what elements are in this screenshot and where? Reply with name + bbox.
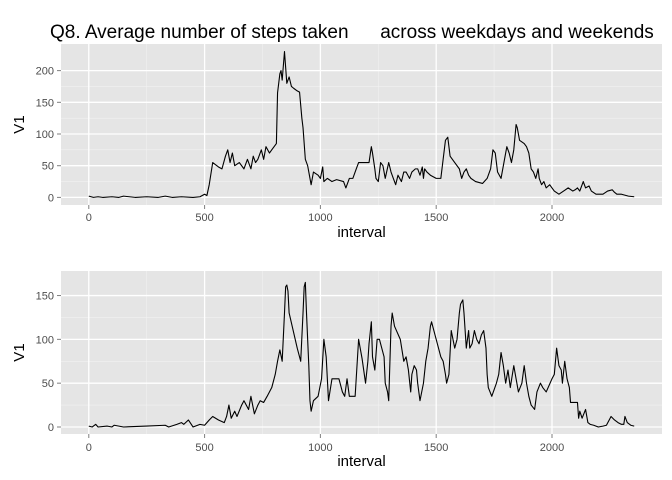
y-tick-label: 200 — [36, 66, 54, 78]
y-tick-label: 0 — [48, 192, 54, 204]
y-axis-label: V1 — [11, 343, 28, 361]
y-tick-label: 100 — [36, 334, 54, 346]
x-axis-label: interval — [337, 453, 385, 470]
x-tick-label: 1000 — [308, 442, 332, 454]
x-axis-label: interval — [337, 224, 385, 241]
x-tick-label: 1000 — [308, 212, 332, 224]
y-tick-label: 150 — [36, 291, 54, 303]
x-tick-label: 2000 — [540, 212, 564, 224]
series-line — [88, 281, 635, 428]
panel-weekdays: 0 500 1000 1500 2000 0 50 100 150 200 interval V1 — [11, 44, 662, 241]
y-tick-label: 50 — [42, 161, 54, 173]
panel-weekends: 0 500 1000 1500 2000 0 50 100 150 interval V1 — [11, 271, 662, 470]
y-tick-label: 50 — [42, 378, 54, 390]
x-tick-label: 1500 — [424, 212, 448, 224]
y-tick-label: 150 — [36, 97, 54, 109]
x-tick-label: 2000 — [540, 442, 564, 454]
plot-background — [61, 44, 662, 205]
y-axis-label: V1 — [11, 115, 28, 133]
x-tick-label: 1500 — [424, 442, 448, 454]
series-line — [88, 51, 635, 198]
x-tick-label: 500 — [195, 442, 213, 454]
x-tick-label: 500 — [195, 212, 213, 224]
x-tick-label: 0 — [86, 442, 92, 454]
y-tick-label: 100 — [36, 129, 54, 141]
chart-title: Q8. Average number of steps taken across… — [50, 22, 654, 43]
x-tick-label: 0 — [86, 212, 92, 224]
y-tick-label: 0 — [48, 422, 54, 434]
